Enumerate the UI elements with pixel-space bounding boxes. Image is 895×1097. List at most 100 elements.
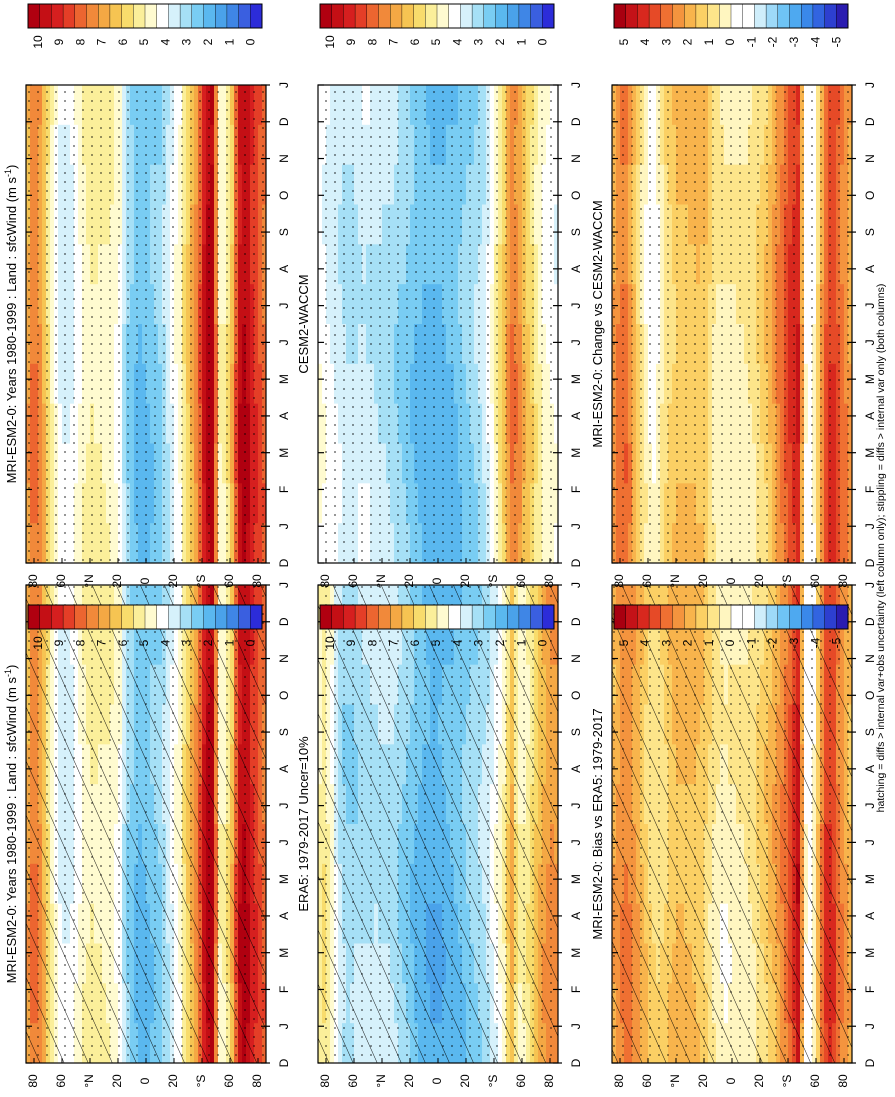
month-tick-label: J bbox=[277, 523, 291, 529]
colorbar-swatch bbox=[168, 3, 181, 29]
lat-tick-label: 0 bbox=[724, 1077, 738, 1084]
colorbar-tick-label: 3 bbox=[180, 639, 194, 646]
month-tick-label: A bbox=[569, 412, 583, 420]
colorbar-swatch bbox=[777, 604, 790, 630]
month-tick-label: S bbox=[863, 228, 877, 236]
month-tick-label: J bbox=[277, 339, 291, 345]
month-tick-label: M bbox=[863, 948, 877, 958]
month-tick-label: A bbox=[569, 765, 583, 773]
colorbar-swatch bbox=[542, 3, 555, 29]
month-tick-label: J bbox=[569, 1023, 583, 1029]
month-tick-label: D bbox=[863, 558, 877, 567]
colorbar-tick-label: 2 bbox=[681, 38, 695, 45]
lat-tick-label: 20 bbox=[110, 1074, 124, 1088]
colorbar-frame bbox=[613, 3, 849, 29]
month-tick-label: M bbox=[863, 874, 877, 884]
colorbar-swatch bbox=[507, 3, 520, 29]
panel-title: CESM2-WACCM bbox=[296, 274, 311, 373]
colorbar-tick-label: 6 bbox=[408, 38, 422, 45]
lat-tick-label: 60 bbox=[222, 1074, 236, 1088]
colorbar-swatch bbox=[214, 604, 228, 630]
colorbar-swatch bbox=[460, 604, 473, 630]
colorbar-tick-label: 0 bbox=[536, 639, 550, 646]
colorbar-swatch bbox=[613, 604, 627, 630]
lat-tick-label: 80 bbox=[836, 1074, 850, 1088]
colorbar-swatch bbox=[354, 604, 368, 630]
colorbar-swatch bbox=[518, 3, 532, 29]
month-tick-label: N bbox=[863, 654, 877, 663]
colorbar-swatch bbox=[39, 604, 52, 630]
lat-tick-label: °N bbox=[82, 1074, 96, 1087]
month-tick-label: D bbox=[277, 558, 291, 567]
colorbar-swatch bbox=[460, 3, 473, 29]
month-tick-label: F bbox=[863, 486, 877, 493]
colorbar-swatch bbox=[319, 604, 333, 630]
colorbar-swatch bbox=[51, 3, 64, 29]
lat-tick-label: 60 bbox=[514, 574, 528, 588]
month-tick-label: D bbox=[569, 117, 583, 126]
panel-title: MRI-ESM2-0: Change vs CESM2-WACCM bbox=[590, 200, 605, 447]
lat-tick-label: 80 bbox=[26, 574, 40, 588]
month-tick-label: S bbox=[863, 728, 877, 736]
month-tick-label: F bbox=[569, 486, 583, 493]
month-tick-label: D bbox=[277, 617, 291, 626]
colorbar-swatch bbox=[109, 604, 123, 630]
colorbar-tick-label: 6 bbox=[408, 639, 422, 646]
month-tick-label: J bbox=[569, 339, 583, 345]
colorbar-swatch bbox=[51, 604, 64, 630]
lat-tick-label: 80 bbox=[836, 574, 850, 588]
colorbar-swatch bbox=[436, 3, 450, 29]
month-tick-label: A bbox=[277, 265, 291, 273]
month-tick-label: D bbox=[277, 1058, 291, 1067]
colorbar-swatch bbox=[168, 604, 181, 630]
colorbar-swatch bbox=[144, 3, 158, 29]
month-tick-label: M bbox=[277, 874, 291, 884]
month-tick-label: M bbox=[569, 448, 583, 458]
colorbar-swatch bbox=[801, 3, 814, 29]
lat-tick-label: 80 bbox=[318, 1074, 332, 1088]
colorbar-swatch bbox=[730, 3, 744, 29]
lat-tick-label: 0 bbox=[138, 577, 152, 584]
month-tick-label: J bbox=[569, 82, 583, 88]
lat-ticks: 80 60 °N 20 0 20 °S 60 80 bbox=[26, 558, 264, 588]
colorbar-swatch bbox=[214, 3, 228, 29]
colorbar-swatch bbox=[684, 3, 697, 29]
lat-tick-label: 80 bbox=[250, 1074, 264, 1088]
month-tick-label: S bbox=[277, 728, 291, 736]
colorbar-frame bbox=[27, 604, 263, 630]
lat-tick-label: 20 bbox=[110, 574, 124, 588]
colorbar-swatch bbox=[97, 604, 111, 630]
colorbar-swatch bbox=[719, 3, 732, 29]
colorbar-tick-label: 10 bbox=[31, 35, 45, 49]
colorbar-tick-label: 4 bbox=[638, 639, 652, 646]
colorbar-tick-label: 3 bbox=[659, 38, 673, 45]
colorbar-tick-label: 4 bbox=[158, 38, 172, 45]
colorbar-tick-label: 0 bbox=[244, 38, 258, 45]
colorbar-tick-label: 1 bbox=[222, 38, 236, 45]
colorbar-swatch bbox=[343, 604, 356, 630]
month-tick-label: D bbox=[277, 117, 291, 126]
colorbar-swatch bbox=[413, 3, 426, 29]
month-tick-label: J bbox=[277, 1023, 291, 1029]
month-tick-label: A bbox=[863, 265, 877, 273]
colorbar-tick-label: 1 bbox=[702, 639, 716, 646]
colorbar-tick-label: 2 bbox=[201, 38, 215, 45]
colorbar-swatch bbox=[824, 3, 837, 29]
colorbar-tick-label: 5 bbox=[137, 38, 151, 45]
lat-ticks: 80 60 °N 20 0 20 °S 60 80 bbox=[318, 558, 556, 588]
lat-tick-label: 60 bbox=[514, 1074, 528, 1088]
lat-tick-label: 20 bbox=[696, 1074, 710, 1088]
lat-tick-label: 20 bbox=[458, 574, 472, 588]
lat-tick-label: 80 bbox=[250, 574, 264, 588]
lat-tick-label: 80 bbox=[26, 1074, 40, 1088]
colorbar-swatch bbox=[754, 3, 767, 29]
colorbar-tick-label: 5 bbox=[617, 639, 631, 646]
month-tick-label: A bbox=[569, 265, 583, 273]
colorbar-tick-label: 1 bbox=[514, 38, 528, 45]
colorbar-swatch bbox=[401, 3, 415, 29]
month-tick-label: J bbox=[863, 582, 877, 588]
colorbar-tick-label: -2 bbox=[766, 36, 780, 47]
lat-tick-label: 20 bbox=[458, 1074, 472, 1088]
colorbar-tick-label: 8 bbox=[73, 38, 87, 45]
